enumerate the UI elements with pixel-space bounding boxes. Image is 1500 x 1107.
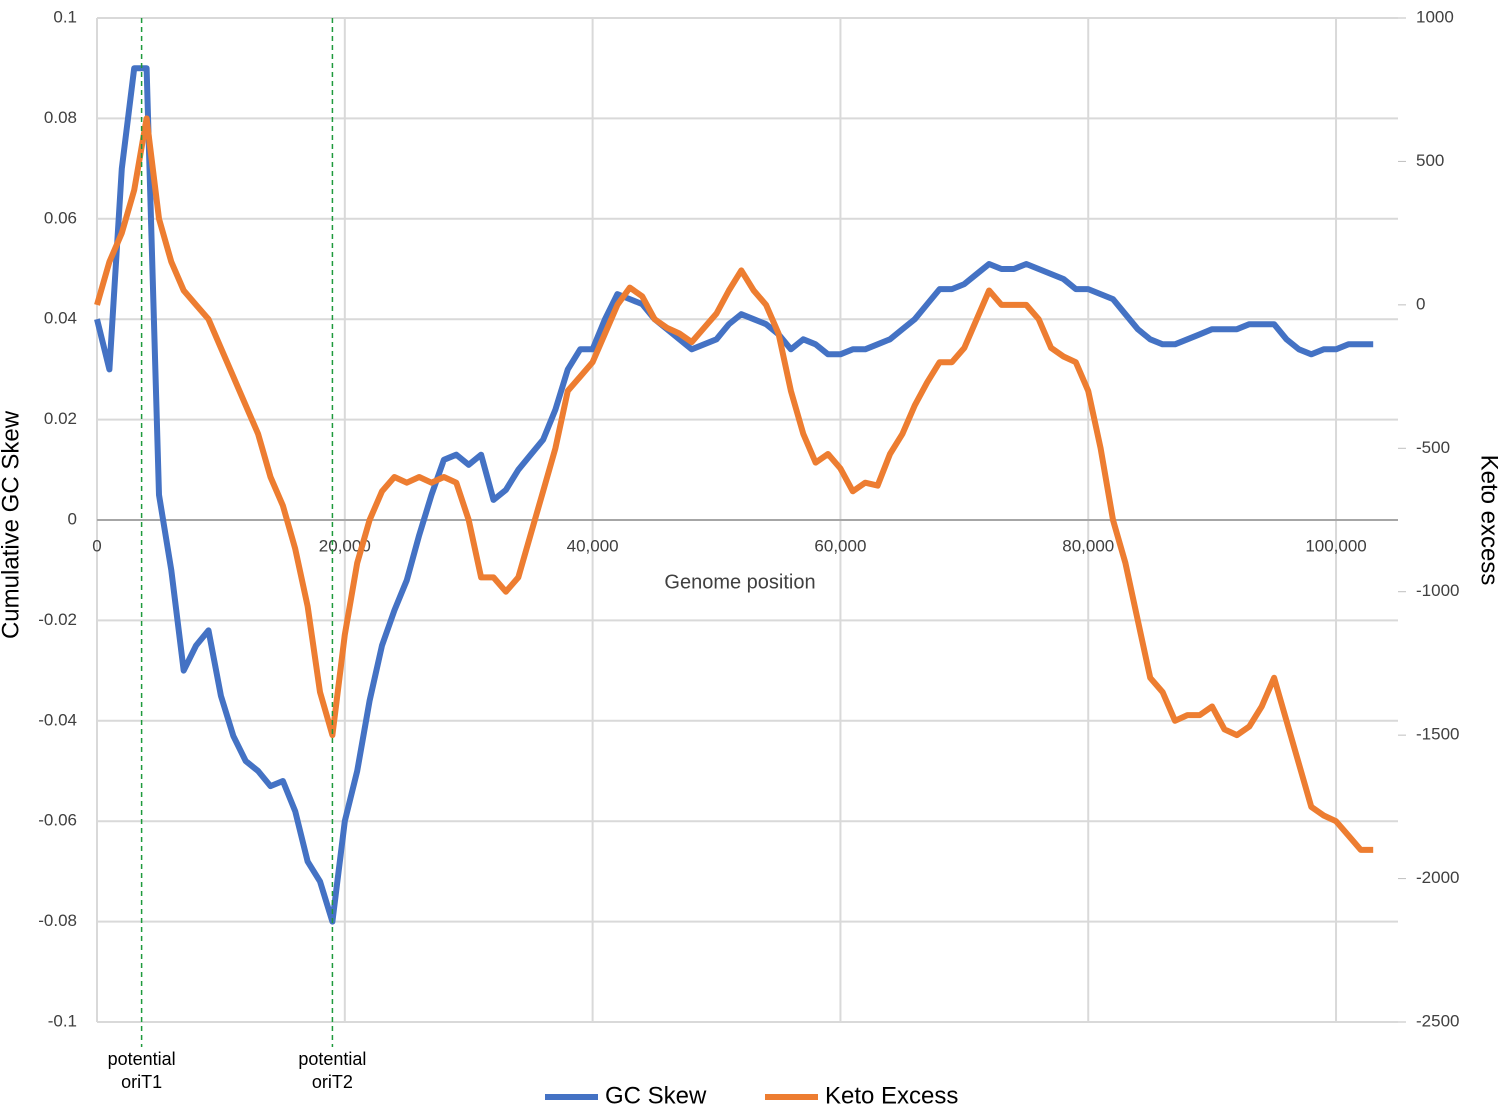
x-tick-label: 80,000	[1062, 536, 1114, 555]
data-line	[94, 115, 1374, 853]
y-tick-label: 0.08	[44, 108, 77, 127]
y-axis-title: Cumulative GC Skew	[0, 410, 24, 639]
y2-tick-label: 1000	[1416, 7, 1454, 26]
y2-tick-label: -1000	[1416, 581, 1459, 600]
annotation-label: oriT1	[121, 1072, 162, 1092]
y-tick-label: -0.04	[38, 710, 77, 729]
y2-tick-label: -500	[1416, 438, 1450, 457]
y2-tick-label: -1500	[1416, 725, 1459, 744]
y-tick-label: -0.06	[38, 811, 77, 830]
x-tick-label: 40,000	[567, 536, 619, 555]
annotation-label: potential	[298, 1049, 366, 1069]
y2-tick-label: 500	[1416, 151, 1444, 170]
annotation-label: potential	[108, 1049, 176, 1069]
y-tick-label: 0.1	[53, 7, 77, 26]
y2-axis-title: Keto excess	[1476, 455, 1500, 586]
y2-tick-label: -2500	[1416, 1011, 1459, 1030]
y-tick-label: 0	[68, 509, 77, 528]
x-tick-label: 60,000	[814, 536, 866, 555]
y-tick-label: -0.1	[48, 1011, 77, 1030]
y-tick-label: 0.06	[44, 208, 77, 227]
y2-tick-label: -2000	[1416, 868, 1459, 887]
x-tick-label: 0	[92, 536, 101, 555]
data-line	[94, 65, 1374, 925]
y-tick-label: -0.02	[38, 610, 77, 629]
legend-label: GC Skew	[605, 1082, 707, 1107]
y-tick-label: -0.08	[38, 911, 77, 930]
x-axis-title: Genome position	[664, 571, 815, 593]
y-tick-label: 0.02	[44, 409, 77, 428]
x-tick-label: 100,000	[1305, 536, 1366, 555]
y-tick-label: 0.04	[44, 309, 77, 328]
legend-label: Keto Excess	[825, 1082, 958, 1107]
y2-tick-label: 0	[1416, 294, 1425, 313]
annotation-label: oriT2	[312, 1072, 353, 1092]
